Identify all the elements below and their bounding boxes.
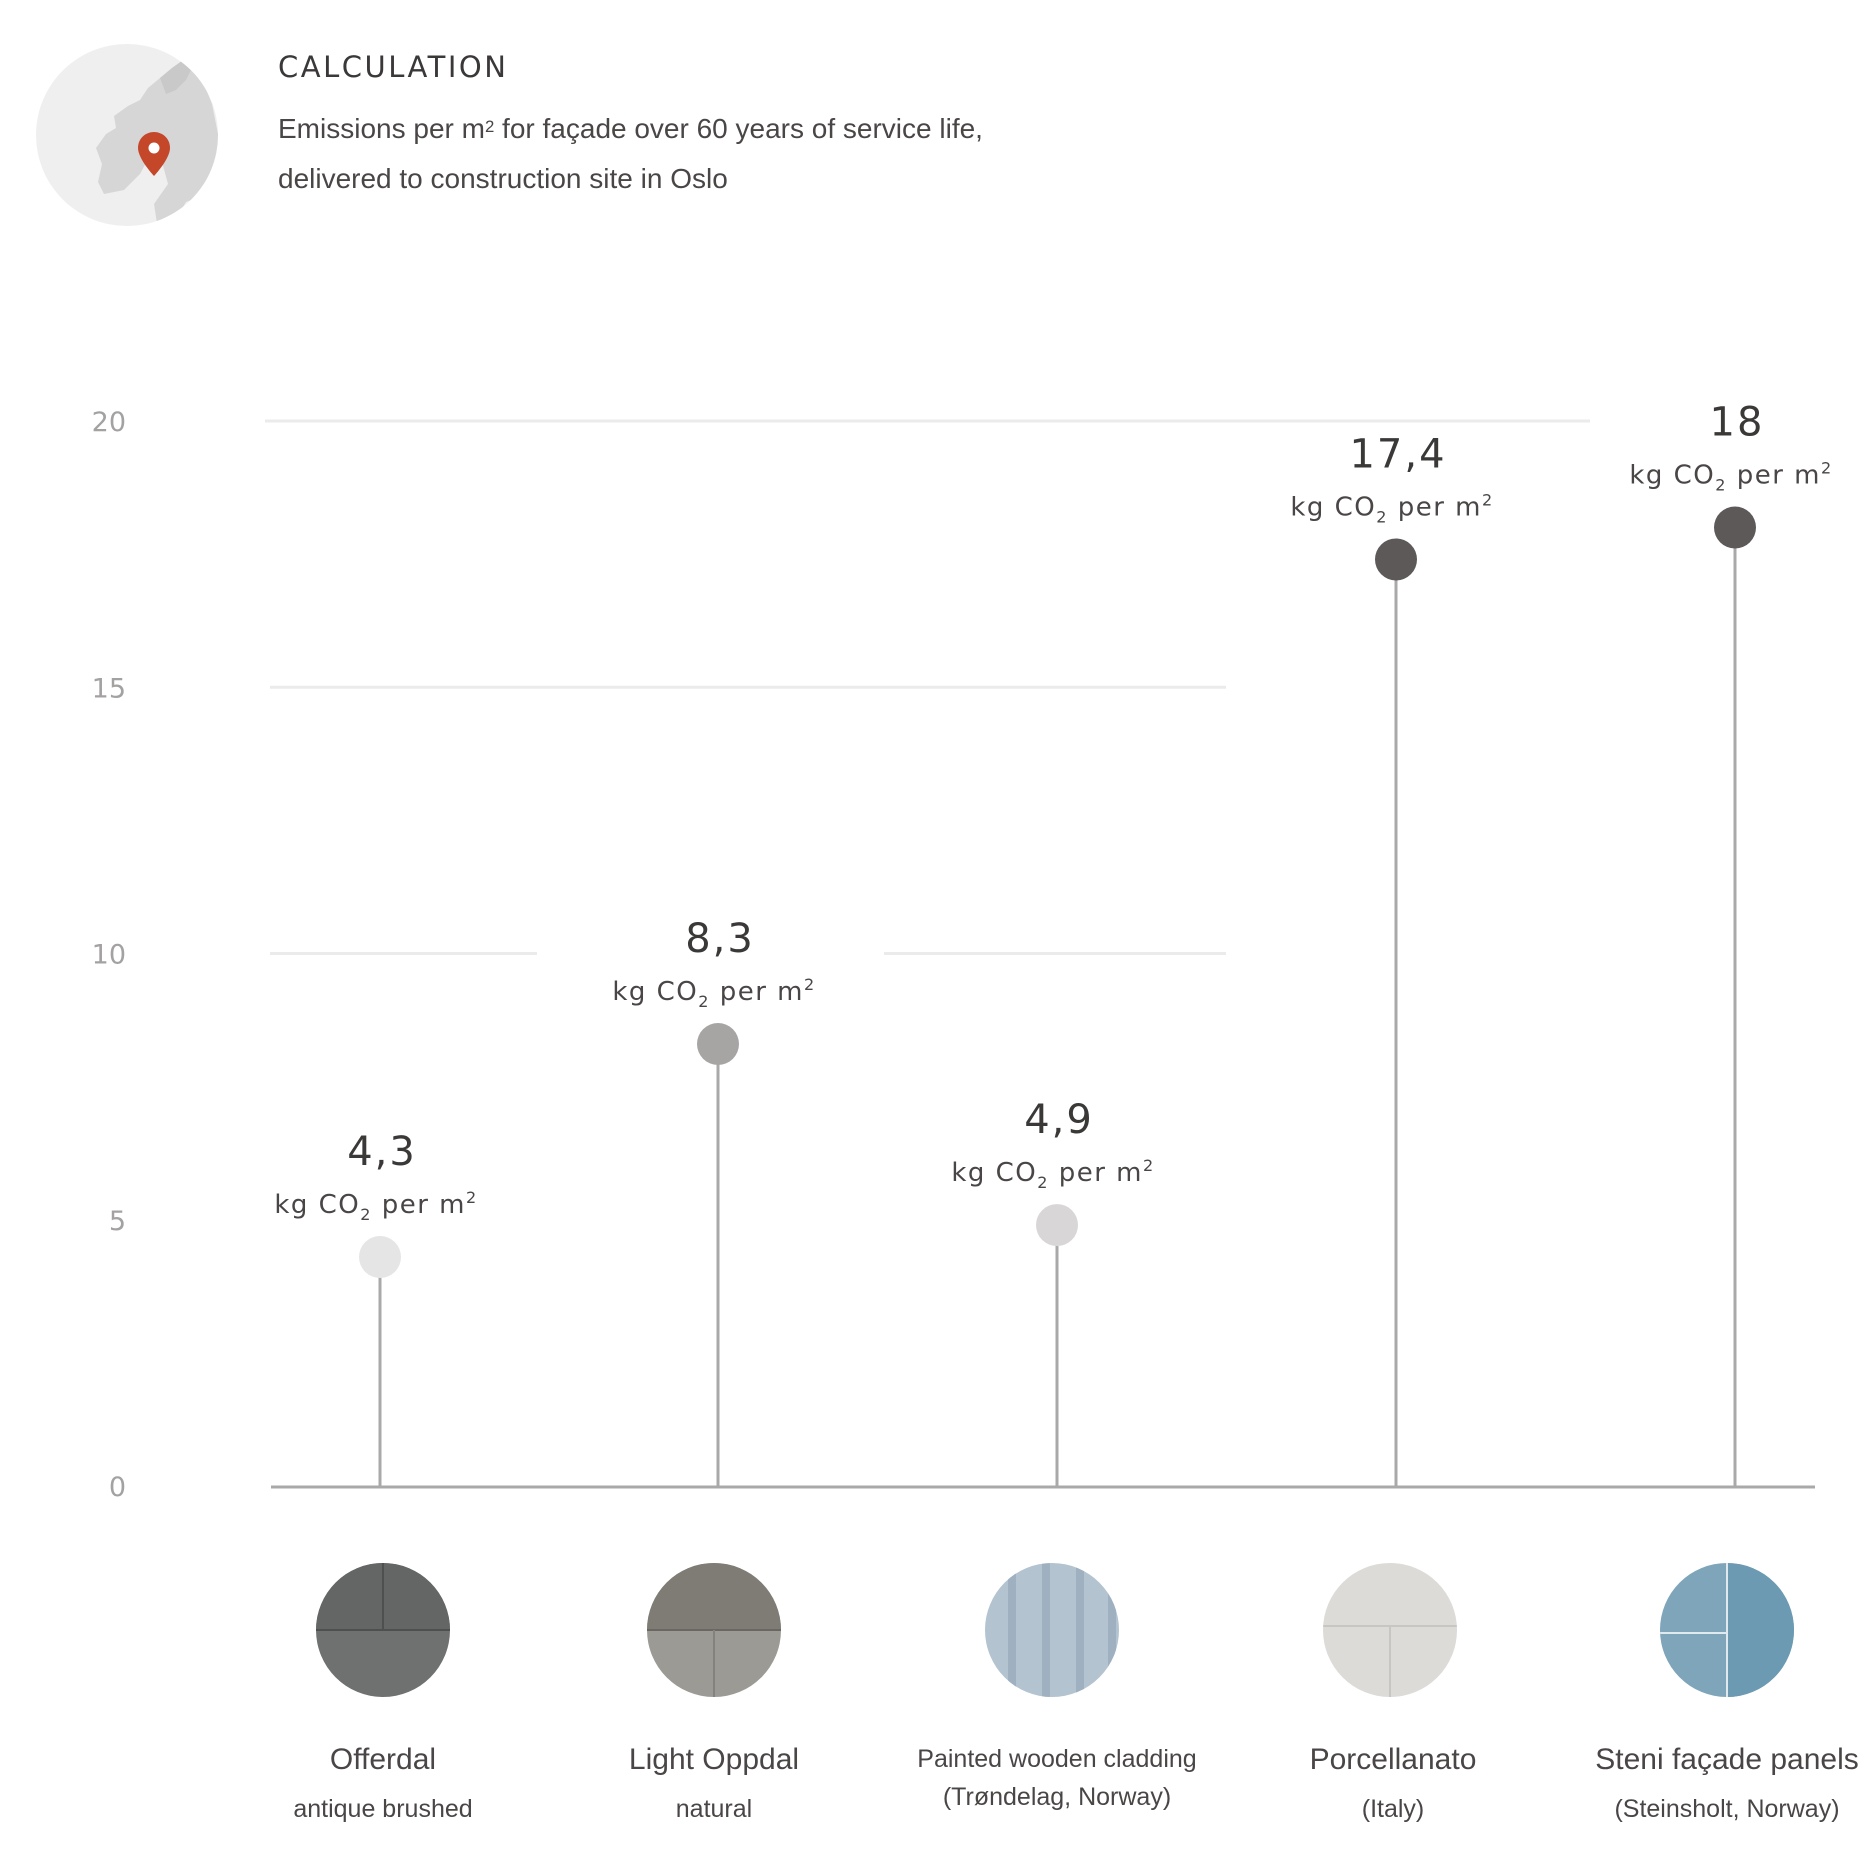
- category-subtitle: (Steinsholt, Norway): [1614, 1795, 1839, 1823]
- unit-label: kg CO2 per m2: [951, 1156, 1154, 1192]
- value-label: 17,4: [1349, 431, 1446, 477]
- material-swatches: [316, 1563, 1794, 1697]
- category-name: Offerdal: [330, 1743, 436, 1776]
- category-subtitle: natural: [676, 1795, 752, 1823]
- subtitle-text: Emissions per m: [278, 113, 485, 144]
- y-tick-label: 5: [109, 1206, 126, 1237]
- y-tick-label: 15: [92, 673, 126, 704]
- unit-label: kg CO2 per m2: [612, 975, 815, 1011]
- value-label: 4,9: [1024, 1097, 1094, 1143]
- lollipop-dot: [1714, 506, 1756, 549]
- category-subtitle: (Italy): [1362, 1795, 1425, 1823]
- value-label: 8,3: [685, 916, 755, 962]
- chart-marks: 4,3 kg CO2 per m2 8,3 kg CO2 per m2 4,9 kg CO…: [274, 400, 1832, 1486]
- subtitle-text: for façade over 60 years of service life…: [494, 113, 983, 144]
- y-tick-label: 20: [92, 407, 126, 438]
- lollipop-dot: [697, 1023, 739, 1066]
- value-label: 18: [1710, 400, 1765, 446]
- category-subtitle: antique brushed: [293, 1795, 472, 1823]
- category-name: Steni façade panels: [1595, 1743, 1859, 1776]
- category-subtitle: (Trøndelag, Norway): [943, 1783, 1171, 1811]
- unit-label: kg CO2 per m2: [1629, 459, 1832, 495]
- norway-map-icon: [36, 44, 218, 226]
- subtitle-line-2: delivered to construction site in Oslo: [278, 163, 728, 194]
- y-axis-ticks: 0 5 10 15 20: [92, 407, 126, 1503]
- location-pin-icon: [138, 132, 170, 176]
- unit-label: kg CO2 per m2: [274, 1188, 477, 1224]
- value-label: 4,3: [347, 1129, 417, 1175]
- gridlines: [265, 419, 1590, 955]
- lollipop-dot: [1375, 538, 1417, 581]
- material-swatch: [985, 1563, 1119, 1697]
- lollipop-dot: [359, 1236, 401, 1279]
- y-tick-label: 0: [109, 1472, 126, 1503]
- category-labels: Offerdal antique brushed Light Oppdal natur…: [293, 1743, 1858, 1823]
- material-swatch: [1660, 1563, 1794, 1697]
- y-tick-label: 10: [92, 940, 126, 971]
- subtitle-superscript: 2: [484, 117, 495, 136]
- material-swatch: [1323, 1563, 1457, 1697]
- category-name: Painted wooden cladding: [917, 1745, 1196, 1773]
- lollipop-dot: [1036, 1204, 1078, 1247]
- category-name: Porcellanato: [1310, 1743, 1477, 1776]
- material-swatch: [647, 1563, 781, 1697]
- category-name: Light Oppdal: [629, 1743, 799, 1776]
- material-swatch: [316, 1563, 450, 1697]
- page-title: CALCULATION: [278, 50, 509, 84]
- page-subtitle: Emissions per m2 for façade over 60 year…: [278, 104, 1178, 204]
- subtitle-line-1: Emissions per m2 for façade over 60 year…: [278, 104, 1178, 154]
- unit-label: kg CO2 per m2: [1290, 490, 1493, 526]
